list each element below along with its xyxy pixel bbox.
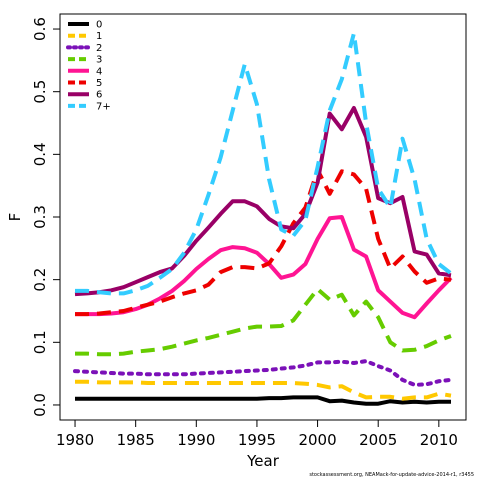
series-line-4 [75,215,453,320]
legend-label: 5 [96,78,102,89]
legend-label: 6 [96,90,102,101]
x-tick-label: 2010 [420,431,458,449]
legend-label: 1 [96,31,102,42]
y-axis: 0.0 0.1 0.2 0.3 0.4 0.5 0.6 [31,17,60,417]
legend-label: 4 [96,66,102,77]
series-layer [73,31,453,406]
x-tick-label: 1985 [117,431,155,449]
series-line-3 [75,287,452,357]
y-axis-title: F [6,213,24,222]
y-tick-label: 0.2 [31,268,49,292]
y-tick-label: 0.0 [31,393,49,417]
legend-label: 0 [96,20,102,31]
x-tick-label: 1990 [177,431,215,449]
x-axis: 1980 1985 1990 1995 2000 2005 2010 [56,420,458,449]
series-line-5 [75,168,452,317]
y-tick-label: 0.4 [31,142,49,166]
x-tick-label: 1995 [238,431,276,449]
series-line-1 [75,379,452,401]
legend-label: 2 [96,43,102,54]
y-tick-label: 0.6 [31,17,49,41]
legend-label: 3 [96,55,102,66]
x-axis-title: Year [246,452,280,470]
footer-credit: stockassessment.org, NEAMack-for-update-… [309,472,474,478]
y-tick-label: 0.3 [31,205,49,229]
x-tick-label: 2000 [298,431,336,449]
series-line-0 [75,395,451,406]
series-line-7plus [75,31,453,296]
x-tick-label: 2005 [359,431,397,449]
x-tick-label: 1980 [56,431,94,449]
y-tick-label: 0.5 [31,80,49,104]
legend-label: 7+ [96,101,111,112]
series-line-2 [73,359,453,387]
y-tick-label: 0.1 [31,330,49,354]
